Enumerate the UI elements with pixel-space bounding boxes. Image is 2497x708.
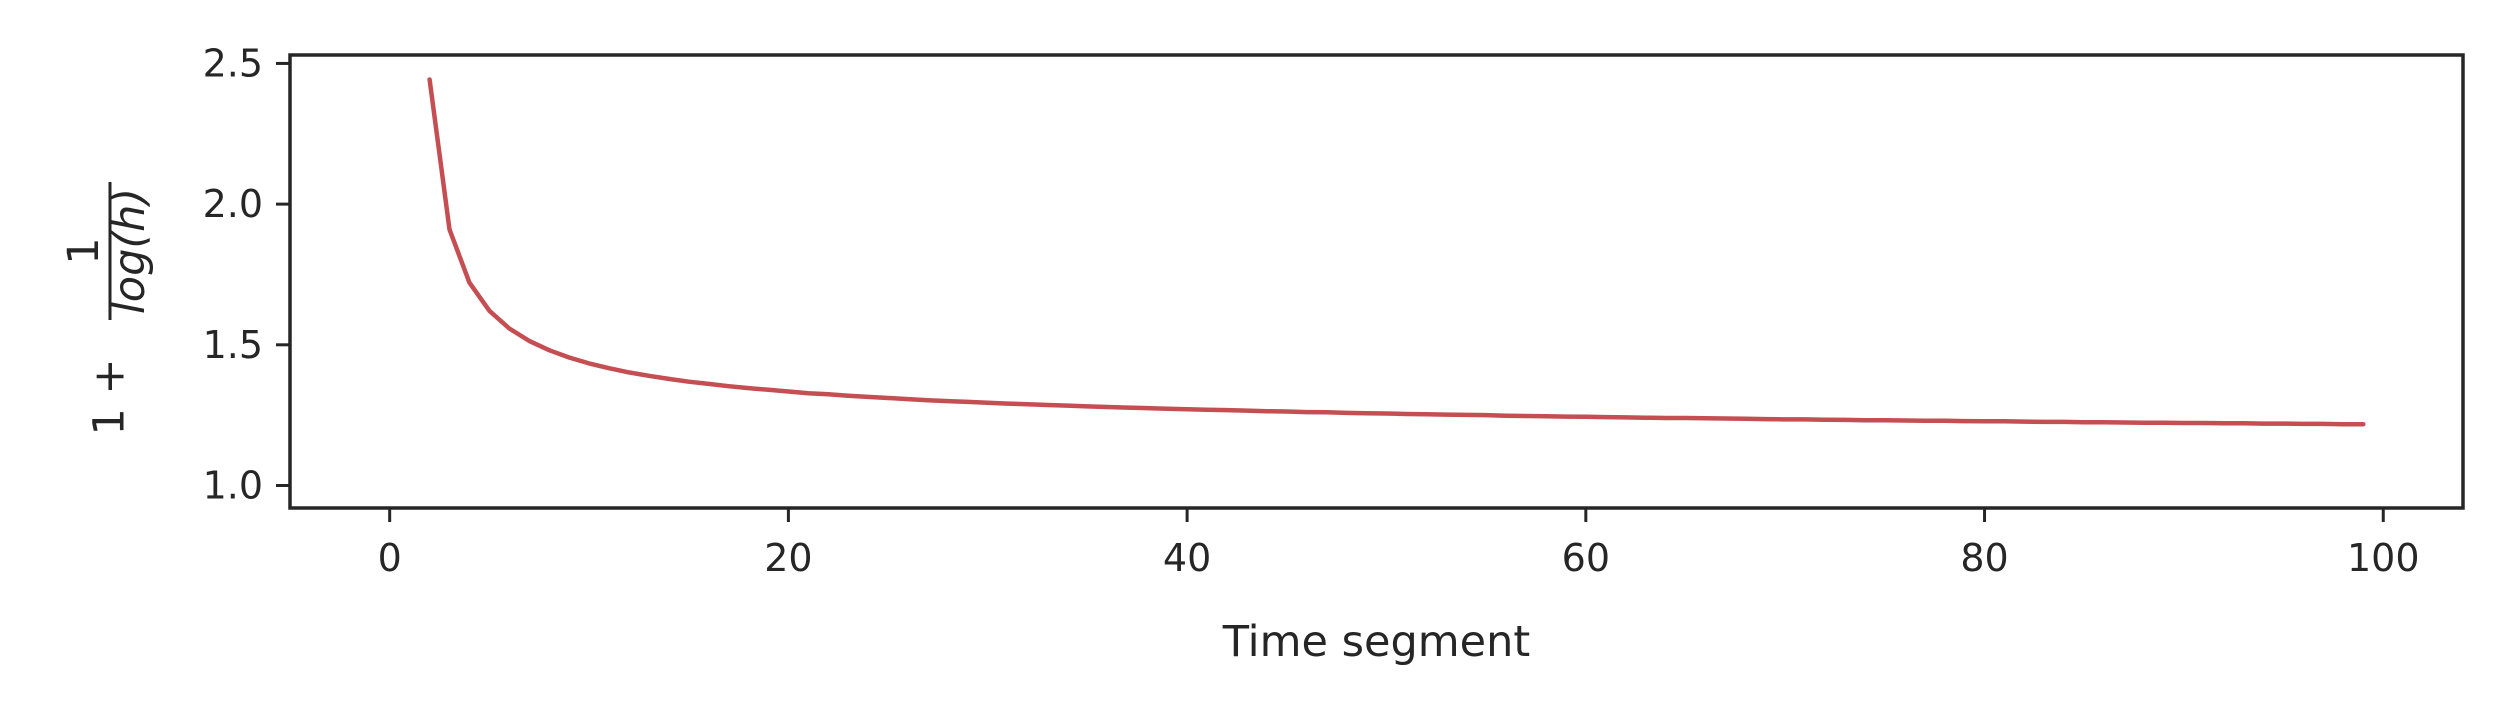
- x-axis: 0 20 40 60 80 100: [378, 508, 2420, 580]
- y-tick-label: 1.0: [203, 463, 263, 507]
- y-axis-label-denominator: log(h): [105, 188, 155, 314]
- y-axis-label-numerator: 1: [59, 237, 109, 264]
- plot-area: [427, 77, 2366, 427]
- y-axis-label: 1 + 1 log(h): [59, 182, 155, 436]
- x-tick-label: 60: [1562, 536, 1610, 580]
- x-axis-label: Time segment: [1222, 617, 1531, 667]
- y-axis: 1.0 1.5 2.0 2.5: [203, 41, 290, 507]
- y-axis-label-prefix: 1 +: [85, 358, 135, 435]
- x-tick-label: 80: [1960, 536, 2008, 580]
- y-tick-label: 1.5: [203, 323, 263, 367]
- series-line: [427, 77, 2366, 427]
- y-tick-label: 2.0: [203, 182, 263, 226]
- x-tick-label: 20: [764, 536, 812, 580]
- plot-frame: [288, 53, 2465, 510]
- x-tick-label: 100: [2347, 536, 2420, 580]
- x-tick-label: 0: [378, 536, 402, 580]
- y-tick-label: 2.5: [203, 41, 263, 85]
- x-tick-label: 40: [1163, 536, 1211, 580]
